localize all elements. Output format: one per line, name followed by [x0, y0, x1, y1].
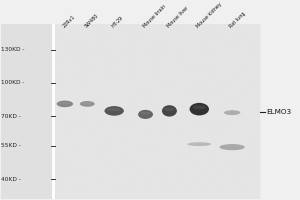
Ellipse shape: [59, 102, 70, 104]
Bar: [1, 24, 53, 199]
Text: 70KD -: 70KD -: [1, 114, 21, 119]
Ellipse shape: [226, 111, 238, 113]
Text: 55KD -: 55KD -: [1, 143, 21, 148]
Text: Mouse liver: Mouse liver: [166, 5, 189, 29]
Text: HT-29: HT-29: [111, 15, 124, 29]
Text: Rat lung: Rat lung: [229, 11, 247, 29]
Text: Mouse kidney: Mouse kidney: [196, 1, 223, 29]
Ellipse shape: [193, 105, 206, 109]
Bar: [53, 24, 260, 199]
Text: SW480: SW480: [84, 13, 100, 29]
Ellipse shape: [191, 143, 208, 144]
Ellipse shape: [82, 102, 92, 104]
Ellipse shape: [107, 108, 121, 111]
Text: 100KD -: 100KD -: [1, 80, 24, 85]
Ellipse shape: [223, 145, 241, 147]
Ellipse shape: [104, 106, 124, 116]
Ellipse shape: [187, 142, 211, 146]
Ellipse shape: [164, 107, 175, 111]
Ellipse shape: [190, 103, 209, 115]
Ellipse shape: [219, 144, 245, 150]
Text: ELMO3: ELMO3: [266, 109, 291, 115]
Ellipse shape: [224, 110, 240, 115]
Text: Mouse brain: Mouse brain: [142, 4, 167, 29]
Ellipse shape: [57, 101, 73, 107]
Text: 22Rv1: 22Rv1: [61, 14, 76, 29]
Text: 40KD -: 40KD -: [1, 177, 21, 182]
Ellipse shape: [140, 112, 151, 114]
Ellipse shape: [162, 105, 177, 117]
Text: 130KD -: 130KD -: [1, 47, 24, 52]
Ellipse shape: [138, 110, 153, 119]
Ellipse shape: [80, 101, 95, 107]
